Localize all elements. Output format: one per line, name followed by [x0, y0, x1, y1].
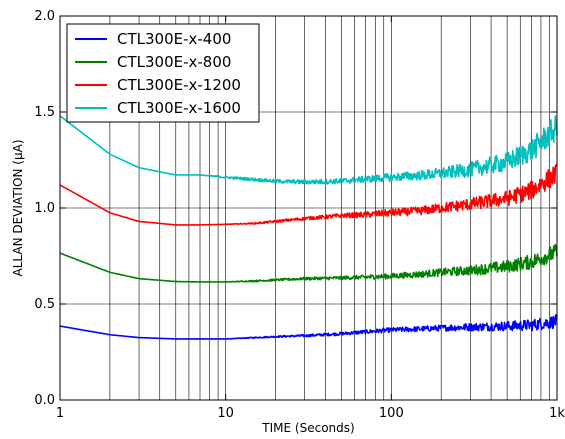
legend-label: CTL300E-x-800	[117, 53, 231, 71]
y-tick-label: 1.0	[34, 201, 55, 216]
y-tick-label: 2.0	[34, 9, 55, 24]
y-tick-label: 0.5	[34, 297, 55, 312]
y-axis-label: ALLAN DEVIATION (µA)	[11, 139, 25, 276]
legend: CTL300E-x-400 CTL300E-x-800 CTL300E-x-1200…	[66, 23, 260, 123]
legend-label: CTL300E-x-1200	[117, 76, 241, 94]
x-axis-label: TIME (Seconds)	[261, 421, 354, 435]
x-tick-label: 1k	[549, 406, 565, 421]
legend-label: CTL300E-x-1600	[117, 99, 241, 117]
x-tick-label: 1	[56, 406, 64, 421]
x-tick-label: 100	[379, 406, 404, 421]
y-tick-label: 0.0	[34, 393, 55, 408]
y-tick-label: 1.5	[34, 105, 55, 120]
series-line	[59, 163, 558, 226]
tick-labels: 1 10 100 1k 0.0 0.5 1.0 1.5 2.0	[34, 9, 565, 421]
x-tick-label: 10	[217, 406, 234, 421]
series-line	[59, 314, 558, 340]
series-layer	[59, 115, 558, 340]
series-line	[59, 243, 558, 283]
series-line	[59, 115, 558, 185]
tick-marks	[59, 15, 558, 401]
legend-box	[66, 23, 260, 123]
legend-label: CTL300E-x-400	[117, 30, 231, 48]
